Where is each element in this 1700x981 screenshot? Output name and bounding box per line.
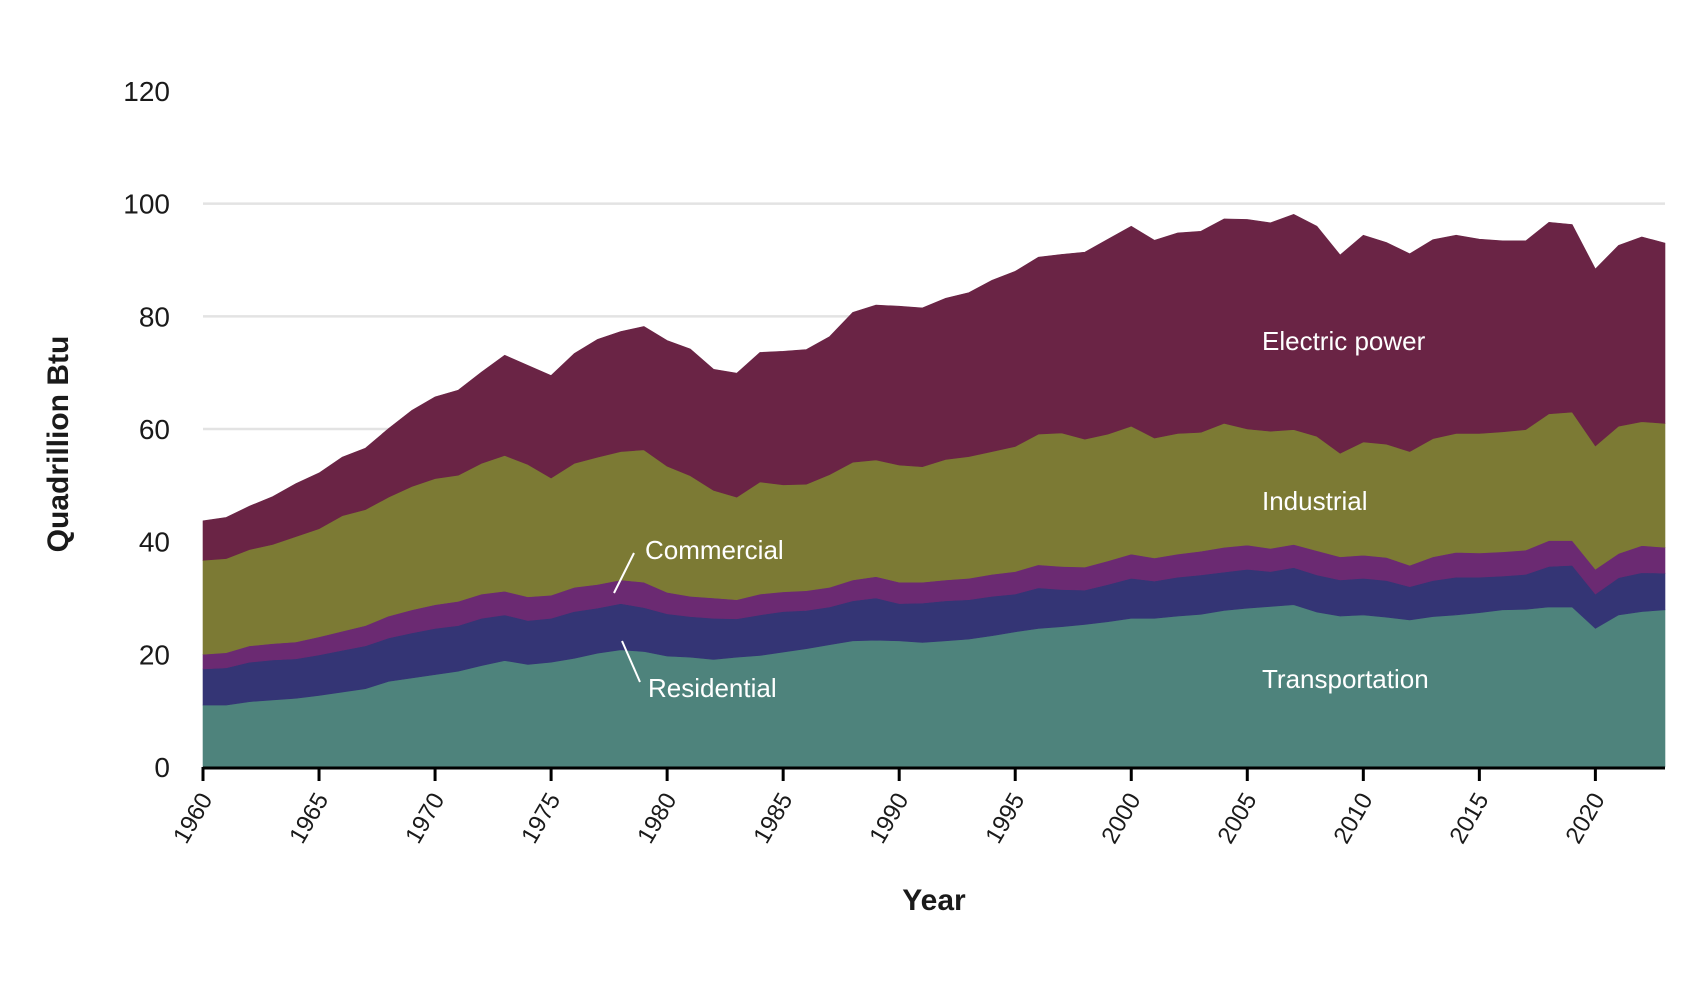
x-tick-label-1985: 1985 xyxy=(748,789,798,849)
x-axis-title: Year xyxy=(902,884,966,917)
residential-leader-line xyxy=(621,640,641,683)
series-labels: Electric power Industrial Commercial Reside… xyxy=(645,326,1429,703)
x-tick-label-1990: 1990 xyxy=(864,789,914,849)
y-tick-label-60: 60 xyxy=(139,414,170,445)
x-tick-label-1960: 1960 xyxy=(168,789,218,849)
commercial-leader-line xyxy=(613,552,635,594)
x-tick-label-1965: 1965 xyxy=(284,789,334,849)
y-axis-ticks: 0 20 40 60 80 100 120 xyxy=(123,76,170,783)
y-tick-label-40: 40 xyxy=(139,527,170,558)
x-tick-label-1995: 1995 xyxy=(980,789,1030,849)
y-axis-title: Quadrillion Btu xyxy=(42,336,75,553)
x-axis-ticks: 1960 1965 1970 1975 1980 1985 1990 1995 2000 2005… xyxy=(168,767,1611,849)
label-transportation: Transportation xyxy=(1262,664,1429,694)
label-residential: Residential xyxy=(648,673,777,703)
y-tick-label-120: 120 xyxy=(123,76,170,107)
x-tick-label-2000: 2000 xyxy=(1096,789,1146,849)
x-tick-label-2020: 2020 xyxy=(1560,789,1610,849)
area-electric-power xyxy=(202,214,1666,561)
stacked-areas xyxy=(202,214,1666,768)
label-leader-lines xyxy=(613,552,641,683)
x-tick-label-2015: 2015 xyxy=(1444,789,1494,849)
y-tick-label-20: 20 xyxy=(139,639,170,670)
label-electric-power: Electric power xyxy=(1262,326,1426,356)
x-tick-label-2010: 2010 xyxy=(1328,789,1378,849)
y-tick-label-80: 80 xyxy=(139,301,170,332)
label-industrial: Industrial xyxy=(1262,486,1368,516)
x-tick-label-2005: 2005 xyxy=(1212,789,1262,849)
x-tick-label-1970: 1970 xyxy=(400,789,450,849)
y-tick-label-0: 0 xyxy=(154,752,170,783)
label-commercial: Commercial xyxy=(645,535,784,565)
x-tick-label-1975: 1975 xyxy=(516,789,566,849)
x-tick-label-1980: 1980 xyxy=(632,789,682,849)
y-tick-label-100: 100 xyxy=(123,189,170,220)
